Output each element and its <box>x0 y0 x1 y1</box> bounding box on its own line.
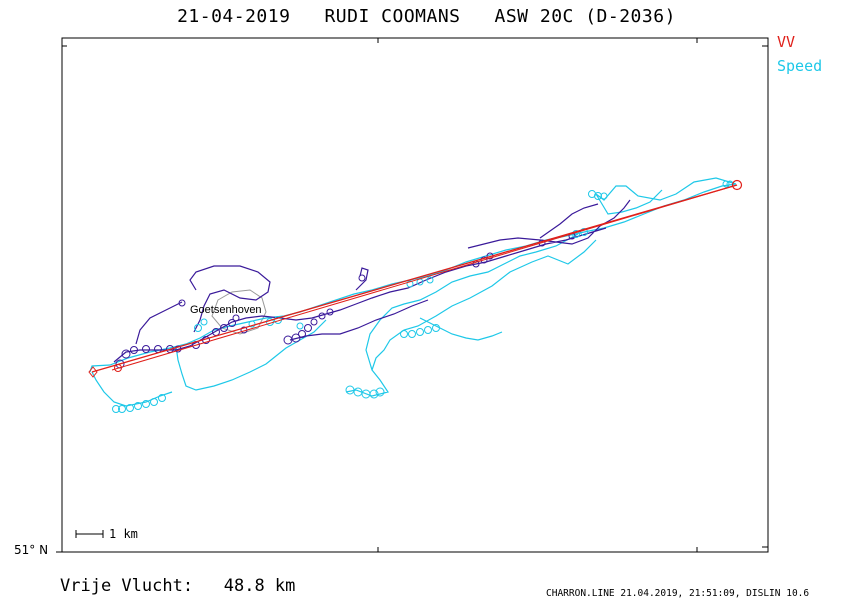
route-line-back <box>111 184 738 371</box>
route-line <box>91 184 738 373</box>
climb-track <box>113 199 631 363</box>
route-start-marker <box>88 366 98 378</box>
flight-title: 21-04-2019 RUDI COOMANS ASW 20C (D-2036) <box>177 6 676 27</box>
scale-label: 1 km <box>109 527 138 541</box>
speed-track <box>89 177 737 407</box>
climb-circles <box>115 232 576 369</box>
scale-bar <box>75 530 104 538</box>
place-label: Goetsenhoven <box>190 304 262 316</box>
legend-vv: VV <box>777 33 796 51</box>
route-start-circle <box>114 364 122 372</box>
route-end-circle <box>731 179 743 191</box>
map-frame <box>61 37 769 553</box>
latitude-label: 51° N <box>14 543 49 557</box>
footer-info: CHARRON.LINE 21.04.2019, 21:51:09, DISLI… <box>546 588 810 599</box>
legend-speed: Speed <box>777 57 823 75</box>
town-outline <box>211 289 267 335</box>
distance-label: Vrije Vlucht: 48.8 km <box>60 576 296 596</box>
